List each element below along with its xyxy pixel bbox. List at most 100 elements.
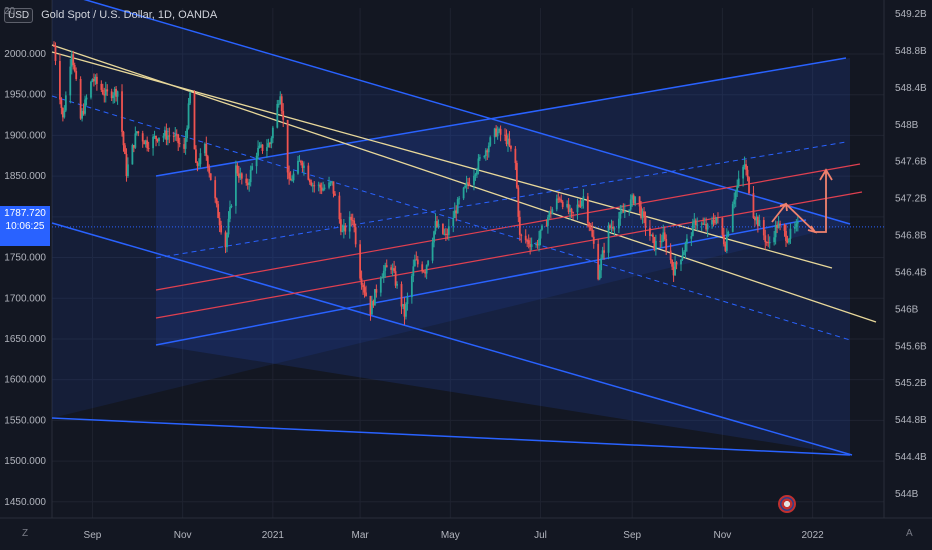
candle-body [446, 233, 449, 235]
time-tick-label: Jul [534, 530, 547, 541]
candle-body [261, 144, 264, 152]
candle-body [146, 140, 149, 149]
candle-body [620, 211, 623, 213]
candle-body [61, 107, 64, 118]
candle-body [348, 216, 351, 232]
candle-body [53, 45, 55, 47]
candle-body [292, 173, 295, 181]
currency-badge[interactable]: USD [4, 7, 34, 23]
candle-body [125, 153, 128, 176]
candle-body [793, 226, 796, 229]
ascending-channel-bottom [155, 219, 807, 346]
candle-body [282, 110, 285, 120]
candle-body [152, 136, 154, 149]
candle-body [478, 157, 481, 159]
candle-body [106, 89, 109, 92]
right-tick-label: 546B [895, 304, 919, 315]
candle-body [702, 223, 705, 225]
candle-body [477, 158, 480, 171]
candle-body [680, 259, 682, 265]
candle-body [591, 229, 594, 237]
candle-body [541, 225, 543, 230]
candle-body [681, 255, 684, 260]
candle-body [731, 204, 734, 232]
candle-body [307, 165, 310, 180]
candle-body [560, 199, 563, 202]
candle-body [342, 225, 345, 231]
candle-body [350, 216, 353, 221]
candle-body [776, 224, 779, 228]
candle-body [737, 178, 740, 186]
candle-body [384, 265, 387, 271]
left-price-axis[interactable]: 2000.0001950.0001900.0001850.0001800.000… [4, 49, 46, 508]
candle-body [402, 303, 404, 307]
candle-body [227, 218, 230, 235]
candle-body [276, 103, 279, 128]
left-tick-label: 1750.000 [4, 253, 46, 264]
candle-body [555, 198, 558, 210]
candle-body [588, 223, 591, 228]
auto-scale-icon[interactable]: A [906, 528, 913, 539]
candle-body [132, 145, 135, 148]
candle-body [649, 227, 651, 236]
time-axis[interactable]: Sep Nov 2021 Mar May Jul Sep Nov 2022 [84, 530, 825, 541]
right-tick-label: 547.6B [895, 157, 927, 168]
right-axis[interactable]: 549.2B 548.8B 548.4B 548B 547.6B 547.2B 546.8B… [895, 9, 927, 500]
candle-body [601, 250, 604, 259]
candle-body [193, 92, 196, 150]
candle-body [297, 160, 299, 174]
candle-body [734, 191, 737, 200]
candle-body [63, 110, 66, 118]
candle-body [589, 227, 592, 230]
candle-body [122, 131, 125, 146]
candle-body [416, 259, 419, 265]
candle-body [579, 205, 582, 207]
candle-body [711, 219, 713, 225]
time-tick-label: 2022 [801, 530, 824, 541]
candle-body [662, 232, 665, 242]
candle-body [742, 166, 745, 179]
candle-body [765, 242, 768, 244]
candle-body [82, 110, 85, 114]
flag-icon [778, 495, 796, 513]
candle-body [391, 268, 394, 270]
candle-body [141, 133, 144, 142]
candle-body [613, 228, 616, 230]
candle-body [694, 220, 697, 225]
candle-body [112, 95, 115, 99]
candle-body [393, 268, 396, 272]
candle-body [390, 267, 393, 270]
candle-body [334, 193, 336, 196]
candle-body [586, 196, 589, 224]
right-tick-label: 548.8B [895, 46, 927, 57]
time-tick-label: Nov [174, 530, 192, 541]
candle-body [237, 173, 240, 178]
candle-body [371, 301, 373, 315]
timezone-icon[interactable]: Z [22, 528, 29, 539]
candle-body [230, 205, 233, 208]
candle-body [246, 183, 249, 185]
candle-body [643, 211, 645, 217]
ascending-channel-top [155, 57, 847, 177]
candle-body [168, 135, 171, 137]
candle-body [455, 210, 458, 214]
last-price-label: 1787.720 10:06:25 [0, 206, 50, 246]
candle-body [251, 166, 254, 170]
time-tick-label: Sep [84, 530, 102, 541]
candle-body [592, 236, 595, 244]
candle-body [95, 76, 98, 84]
candle-body [422, 271, 425, 273]
candle-body [266, 147, 268, 152]
candle-body [298, 160, 301, 162]
candle-body [186, 128, 188, 139]
candle-body [486, 150, 489, 153]
left-tick-label: 1850.000 [4, 171, 46, 182]
candle-body [313, 185, 316, 187]
candle-body [650, 234, 653, 236]
candle-body [403, 303, 406, 317]
candle-body [758, 220, 761, 227]
descending-channel-top [83, 0, 851, 225]
candle-body [484, 150, 487, 156]
candle-body [786, 240, 789, 243]
